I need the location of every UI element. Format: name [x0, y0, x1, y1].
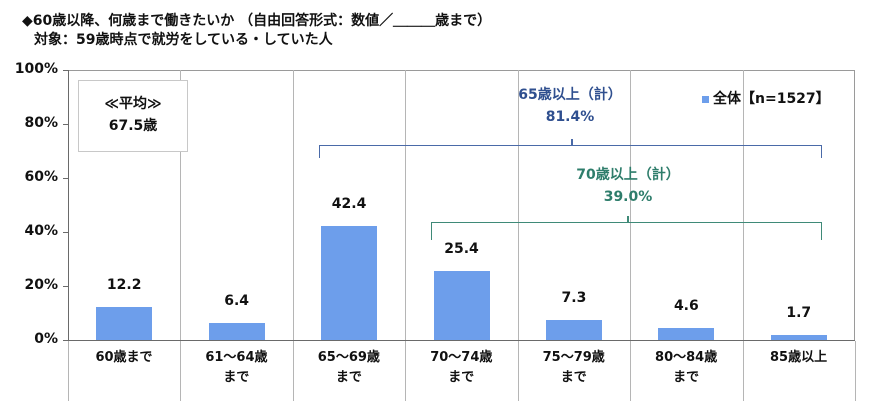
plot-area: [68, 70, 855, 340]
bracket-65plus-label: 65歳以上（計） 81.4%: [470, 84, 670, 128]
bar-2: [208, 322, 265, 340]
category-separator: [743, 341, 744, 401]
bar-value-label: 12.2: [106, 277, 142, 294]
category-separator: [518, 341, 519, 401]
category-separator: [405, 341, 406, 401]
x-category-label-line: まで: [673, 370, 700, 385]
y-axis-line: [68, 70, 69, 341]
category-gridline: [518, 70, 519, 340]
bar-value-label: 25.4: [444, 241, 479, 258]
chart-subtitle: 対象：59歳時点で就労をしている・していた人: [34, 32, 333, 48]
bar-value-label: 7.3: [561, 290, 587, 307]
x-category-label-line: 61～64歳: [205, 350, 268, 365]
x-category-label-line: 60歳まで: [95, 350, 153, 365]
y-tick-mark: [63, 124, 68, 125]
category-separator: [293, 341, 294, 401]
legend-swatch-icon: [702, 95, 709, 103]
average-value: 67.5歳: [108, 118, 158, 134]
bar-5: [545, 320, 602, 340]
category-gridline: [743, 70, 744, 340]
x-category-label-line: まで: [560, 370, 587, 385]
y-tick-mark: [63, 286, 68, 287]
x-category-label: 80～84歳 まで: [630, 348, 742, 388]
bar-value-label: 42.4: [331, 195, 367, 212]
bracket-70plus-tick: [627, 216, 629, 223]
y-tick-label: 0%: [34, 331, 58, 347]
bracket-70plus-value: 39.0%: [603, 189, 653, 205]
bracket-65plus: [319, 139, 822, 158]
y-tick-label: 100%: [14, 61, 58, 77]
x-axis-line: [68, 340, 855, 341]
x-category-label: 85歳以上: [743, 348, 855, 368]
bracket-70plus-label: 70歳以上（計） 39.0%: [528, 164, 728, 208]
y-tick-label: 80%: [24, 115, 58, 131]
category-separator: [630, 341, 631, 401]
x-category-label-line: 80～84歳: [655, 350, 718, 365]
x-category-label-line: 75～79歳: [542, 350, 605, 365]
bracket-70plus: [431, 216, 822, 240]
category-separator: [855, 341, 856, 401]
x-category-label-line: まで: [335, 370, 362, 385]
legend: 全体【n=1527】: [702, 88, 830, 108]
category-gridline: [180, 70, 181, 340]
bar-3: [321, 225, 378, 340]
x-category-label-line: 85歳以上: [770, 350, 828, 365]
category-gridline: [630, 70, 631, 340]
bracket-65plus-value: 81.4%: [545, 109, 595, 125]
bar-7: [770, 335, 827, 340]
x-category-label: 61～64歳 まで: [180, 348, 292, 388]
x-category-label-line: 70～74歳: [430, 350, 493, 365]
bracket-65plus-tick: [571, 139, 573, 146]
y-tick-label: 40%: [24, 223, 58, 239]
bar-6: [658, 327, 715, 340]
bar-value-label: 1.7: [786, 305, 812, 322]
bar-1: [96, 307, 153, 340]
y-tick-label: 60%: [24, 169, 58, 185]
chart-title: ◆60歳以降、何歳まで働きたいか （自由回答形式：数値／＿＿＿歳まで） 対象：5…: [22, 12, 491, 50]
legend-label: 全体【n=1527】: [713, 91, 830, 107]
x-category-label: 75～79歳 まで: [518, 348, 630, 388]
bar-value-label: 6.4: [224, 292, 250, 309]
category-separator: [68, 341, 69, 401]
x-category-label-line: まで: [223, 370, 250, 385]
category-gridline: [405, 70, 406, 340]
x-category-label: 60歳まで: [68, 348, 180, 368]
average-box: ≪平均≫ 67.5歳: [78, 80, 188, 152]
bar-4: [433, 271, 490, 340]
x-category-label-line: 65～69歳: [317, 350, 380, 365]
y-tick-mark: [63, 70, 68, 71]
y-tick-mark: [63, 340, 68, 341]
y-tick-label: 20%: [24, 277, 58, 293]
y-tick-mark: [63, 178, 68, 179]
category-separator: [180, 341, 181, 401]
category-gridline: [293, 70, 294, 340]
x-category-label: 70～74歳 まで: [405, 348, 517, 388]
y-tick-mark: [63, 232, 68, 233]
bracket-70plus-title: 70歳以上（計）: [576, 167, 680, 183]
bracket-65plus-title: 65歳以上（計）: [518, 87, 622, 103]
bar-value-label: 4.6: [673, 297, 699, 314]
average-label: ≪平均≫: [104, 96, 162, 112]
x-category-label: 65～69歳 まで: [293, 348, 405, 388]
chart-title-line1: ◆60歳以降、何歳まで働きたいか （自由回答形式：数値／＿＿＿歳まで）: [22, 13, 492, 29]
x-category-label-line: まで: [448, 370, 475, 385]
